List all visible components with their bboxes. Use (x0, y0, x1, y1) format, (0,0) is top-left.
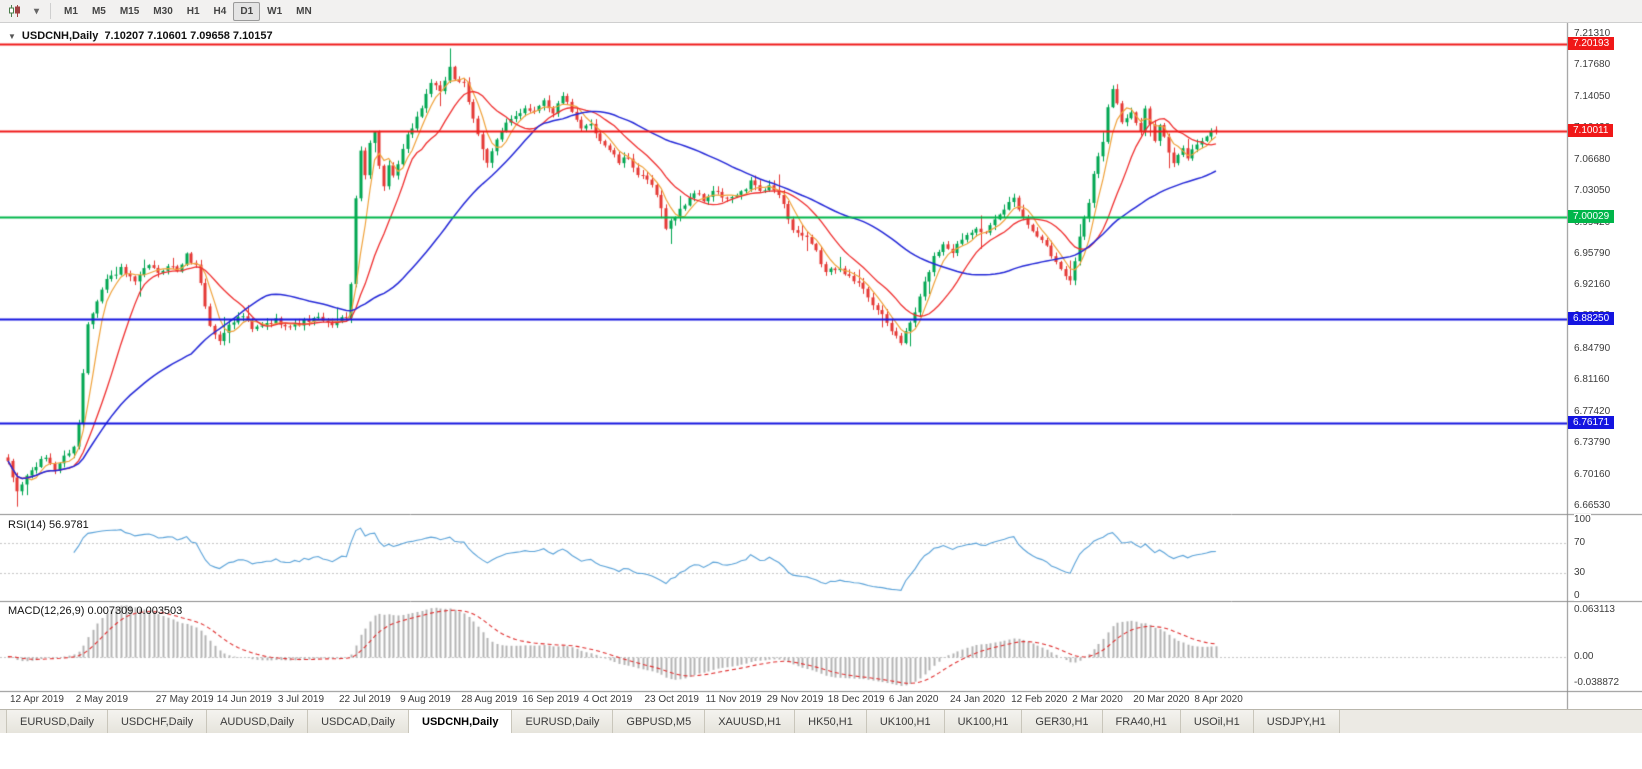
macd-axis-label: 0.00 (1574, 650, 1594, 662)
price-axis-label: 6.84790 (1574, 342, 1611, 354)
timeframe-button-m5[interactable]: M5 (85, 2, 113, 21)
price-axis-label: 6.92160 (1574, 279, 1611, 291)
date-axis-label: 20 Mar 2020 (1133, 694, 1190, 705)
price-chart-canvas[interactable] (0, 23, 1642, 709)
price-axis-label: 6.70160 (1574, 468, 1611, 480)
date-axis-label: 27 May 2019 (155, 694, 214, 705)
date-axis-label: 11 Nov 2019 (705, 694, 762, 705)
date-axis-label: 29 Nov 2019 (766, 694, 824, 705)
timeframe-toolbar: ▾ M1 M5 M15 M30 H1 H4 D1 W1 MN (0, 0, 1642, 23)
symbol-ohlc-text: USDCNH,Daily 7.10207 7.10601 7.09658 7.1… (21, 30, 273, 42)
date-axis-label: 28 Aug 2019 (461, 694, 518, 705)
status-strip (0, 733, 1642, 769)
timeframe-button-w1[interactable]: W1 (260, 2, 289, 21)
chart-tab-xauusd-h1[interactable]: XAUUSD,H1 (705, 710, 796, 733)
price-axis-label: 6.95790 (1574, 247, 1611, 259)
timeframe-button-mn[interactable]: MN (289, 2, 319, 21)
date-axis-label: 6 Jan 2020 (888, 694, 939, 705)
chart-tab-usdchf-daily[interactable]: USDCHF,Daily (107, 710, 208, 733)
price-axis-label: 7.14050 (1574, 90, 1611, 102)
chart-tab-bar: EURUSD,Daily USDCHF,Daily AUDUSD,Daily USDC… (0, 709, 1642, 733)
candlestick-chart-icon (9, 5, 20, 17)
price-axis-label: 6.66530 (1574, 499, 1611, 511)
chart-tab-uk100-h1[interactable]: UK100,H1 (944, 710, 1023, 733)
timeframe-button-group: M1 M5 M15 M30 H1 H4 D1 W1 MN (57, 1, 319, 21)
macd-axis-label: 0.063113 (1574, 604, 1615, 615)
price-axis-label: 7.03050 (1574, 185, 1611, 197)
price-axis-label: 7.17680 (1574, 59, 1611, 71)
rsi-axis-label: 100 (1574, 514, 1591, 525)
price-badge: 7.00029 (1568, 210, 1615, 224)
chart-window: ▼ USDCNH,Daily 7.10207 7.10601 7.09658 7… (0, 23, 1642, 709)
rsi-axis-label: 70 (1574, 536, 1586, 548)
price-axis-label: 7.06680 (1574, 154, 1611, 166)
date-axis-label: 8 Apr 2020 (1194, 694, 1243, 705)
price-axis-label: 6.77420 (1574, 406, 1611, 418)
date-axis-label: 22 Jul 2019 (339, 694, 391, 705)
price-axis-label: 7.21310 (1574, 28, 1611, 40)
date-axis-label: 2 Mar 2020 (1072, 694, 1123, 705)
price-axis[interactable]: 7.213107.176807.140507.104207.066807.030… (1568, 23, 1642, 709)
timeframe-button-m1[interactable]: M1 (57, 2, 85, 21)
chart-tab-eurusd-daily[interactable]: EURUSD,Daily (512, 710, 614, 733)
date-axis-label: 4 Oct 2019 (583, 694, 633, 705)
chart-tab-uk100-h1[interactable]: UK100,H1 (866, 710, 945, 733)
chart-type-icon[interactable] (3, 2, 27, 21)
chart-tab-usdcnh-daily[interactable]: USDCNH,Daily (409, 710, 513, 733)
chart-title-ohlc: ▼ USDCNH,Daily 7.10207 7.10601 7.09658 7… (8, 30, 273, 42)
price-badge: 7.20193 (1568, 36, 1615, 50)
timeframe-button-h1[interactable]: H1 (180, 2, 207, 21)
timeframe-button-m15[interactable]: M15 (113, 2, 146, 21)
price-badge: 6.88250 (1568, 311, 1615, 325)
rsi-indicator-label: RSI(14) 56.9781 (8, 519, 89, 531)
chart-tab-hk50-h1[interactable]: HK50,H1 (795, 710, 867, 733)
timeframe-button-d1[interactable]: D1 (233, 2, 261, 21)
price-badge: 7.10011 (1568, 124, 1614, 138)
collapse-triangle-icon[interactable]: ▼ (8, 31, 16, 41)
rsi-axis-label: 30 (1574, 567, 1586, 579)
date-axis-label: 3 Jul 2019 (277, 694, 325, 705)
date-axis-label: 16 Sep 2019 (522, 694, 580, 705)
price-axis-label: 6.73790 (1574, 437, 1611, 449)
chart-tab-usdcad-daily[interactable]: USDCAD,Daily (308, 710, 410, 733)
chart-tab-audusd-daily[interactable]: AUDUSD,Daily (207, 710, 309, 733)
date-axis-label: 12 Feb 2020 (1011, 694, 1068, 705)
chart-tab-usdjpy-h1[interactable]: USDJPY,H1 (1253, 710, 1340, 733)
toolbar-separator (50, 3, 52, 19)
date-axis-label: 18 Dec 2019 (827, 694, 885, 705)
rsi-axis-label: 0 (1574, 590, 1580, 601)
chart-tab-ger30-h1[interactable]: GER30,H1 (1022, 710, 1103, 733)
chart-tab-eurusd-daily[interactable]: EURUSD,Daily (6, 710, 108, 733)
timeframe-button-h4[interactable]: H4 (207, 2, 234, 21)
date-axis-label: 2 May 2019 (75, 694, 129, 705)
date-axis-label: 12 Apr 2019 (10, 694, 64, 705)
price-axis-label: 6.81160 (1574, 373, 1610, 385)
timeframe-button-m30[interactable]: M30 (146, 2, 179, 21)
chart-tab-gbpusd-m5[interactable]: GBPUSD,M5 (613, 710, 706, 733)
price-badge: 6.76171 (1568, 415, 1615, 429)
chart-tab-usoil-h1[interactable]: USOil,H1 (1180, 710, 1254, 733)
macd-indicator-label: MACD(12,26,9) 0.007309 0.003503 (8, 605, 183, 617)
macd-axis-label: -0.038872 (1574, 677, 1620, 688)
time-axis[interactable]: 12 Apr 2019 2 May 2019 27 May 2019 14 Jun 2… (0, 692, 1567, 709)
date-axis-label: 14 Jun 2019 (216, 694, 272, 705)
chart-tab-fra40-h1[interactable]: FRA40,H1 (1102, 710, 1181, 733)
date-axis-label: 9 Aug 2019 (400, 694, 451, 705)
date-axis-label: 23 Oct 2019 (644, 694, 699, 705)
date-axis-label: 24 Jan 2020 (950, 694, 1006, 705)
chevron-down-icon[interactable]: ▾ (29, 2, 44, 21)
